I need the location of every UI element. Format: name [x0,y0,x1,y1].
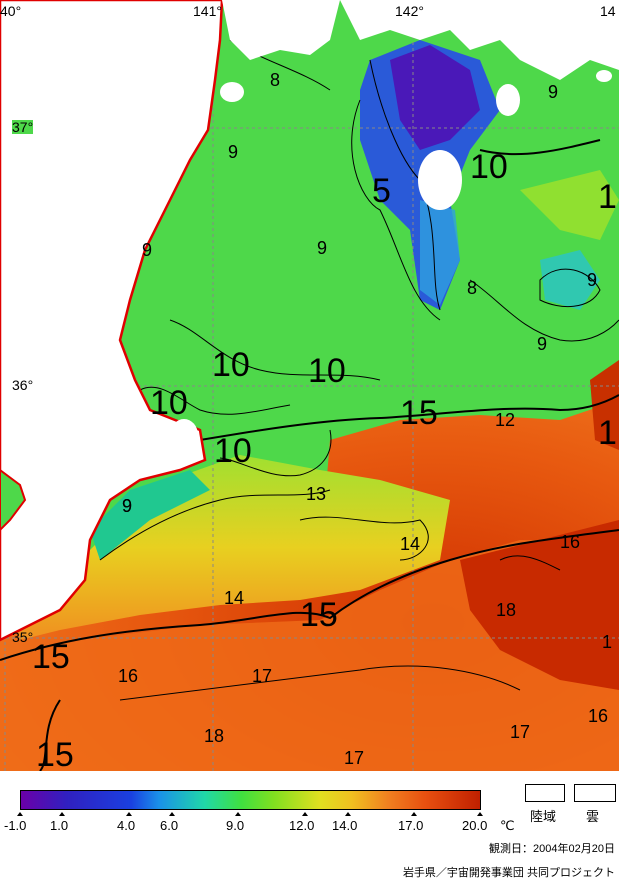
scale-tick-mark [17,812,23,816]
contour-label: 5 [372,172,391,210]
scale-tick-label: 6.0 [160,818,179,833]
teal-eddy [540,250,600,310]
scale-tick-label: 4.0 [117,818,136,833]
contour-label: 13 [306,484,326,504]
scale-tick-mark [59,812,65,816]
cold-core [390,45,480,150]
contour-label: 9 [122,496,132,516]
contour-label: 17 [252,666,272,686]
lat-label: 37° [12,119,34,135]
transition-band [10,455,450,640]
scale-tick-label: 9.0 [226,818,245,833]
land-key-label: 陸域 [530,809,557,824]
sea-surface-temperature-map: 8 9 9 9 9 9 9 5 10 1 8 9 10 10 10 10 15 … [0,0,619,771]
contour-label: 10 [470,148,508,186]
credit-text: 岩手県／宇宙開発事業団 共同プロジェクト [402,867,615,879]
scale-tick-mark [302,812,308,816]
contour-label: 10 [214,432,252,470]
contour-label: 8 [467,278,477,298]
contour-label: 17 [510,722,530,742]
lon-label: 14 [600,3,616,19]
scale-tick-mark [235,812,241,816]
lat-label: 35° [12,629,34,645]
scale-tick-mark [126,812,132,816]
observation-date: 観測日：2004年02月20日 [489,843,615,855]
land-key-box [525,784,565,802]
lime-patch [520,170,619,240]
contour-label: 1 [602,632,612,652]
lon-label: 141° [193,3,222,19]
contour-label: 9 [548,82,558,102]
contour-label: 9 [122,496,132,516]
contour-label: 16 [118,666,138,686]
contour-label: 17 [344,748,364,768]
scale-tick-label: -1.0 [4,818,27,833]
contour-lines [0,39,619,771]
island [0,468,27,532]
cloud-key-box [574,784,616,802]
contour-label: 14 [224,588,244,608]
scale-tick-label: 14.0 [332,818,358,833]
cloud-patches [170,0,619,451]
contour-label: 14 [400,534,420,554]
red-zone [460,520,619,690]
lon-label: 142° [395,3,424,19]
temperature-color-scale [20,790,481,810]
cold-edge [420,200,460,305]
contour-label: 9 [142,240,152,260]
orange-zone [0,540,619,771]
contour-label: 10 [150,384,188,422]
scale-tick-mark [477,812,483,816]
scale-tick-label: 20.0 [462,818,488,833]
contour-label: 16 [560,532,580,552]
contour-label: 10 [212,346,250,384]
contour-label: 12 [495,410,515,430]
contour-label: 9 [587,270,597,290]
contour-label-group: 8 9 9 9 9 9 9 5 10 1 8 9 10 10 10 10 15 … [32,70,617,771]
contour-label: 18 [204,726,224,746]
scale-tick-mark [169,812,175,816]
contour-label: 18 [496,600,516,620]
scale-tick-label: 17.0 [398,818,424,833]
cloud-key-label: 雲 [586,809,600,824]
scale-tick-label: 1.0 [50,818,69,833]
temperature-unit: ℃ [500,818,515,833]
contour-label: 15 [400,394,438,432]
scale-tick-mark [411,812,417,816]
land-mass [0,0,224,642]
contour-label: 15 [36,736,74,771]
contour-label: 15 [300,596,338,634]
contour-label: 10 [308,352,346,390]
contour-label: 16 [588,706,608,726]
contour-label: 9 [317,238,327,258]
contour-label: 1 [598,414,617,452]
red-zone-east [590,360,619,450]
scale-tick-label: 12.0 [289,818,315,833]
lon-label: 40° [0,3,22,19]
contour-label: 8 [270,70,280,90]
contour-label: 9 [537,334,547,354]
coastal-cold-strip [90,470,210,560]
scale-tick-mark [345,812,351,816]
contour-label: 1 [598,178,617,216]
lat-label: 36° [12,377,34,393]
contour-label: 15 [32,638,70,676]
contour-label: 9 [228,142,238,162]
